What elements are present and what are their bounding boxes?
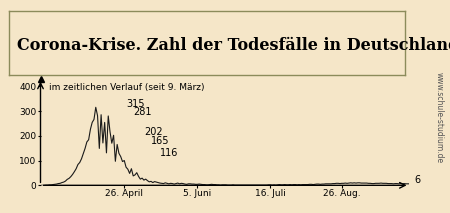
Text: 281: 281 — [133, 107, 152, 117]
Text: im zeitlichen Verlauf (seit 9. März): im zeitlichen Verlauf (seit 9. März) — [50, 82, 205, 92]
Text: 116: 116 — [160, 148, 178, 158]
Text: 165: 165 — [151, 136, 170, 146]
Text: 202: 202 — [144, 127, 162, 137]
Text: www.schule-studium.de: www.schule-studium.de — [434, 72, 443, 163]
Text: 315: 315 — [126, 99, 144, 109]
Text: 6: 6 — [415, 175, 421, 185]
Text: Corona-Krise. Zahl der Todesfälle in Deutschland: Corona-Krise. Zahl der Todesfälle in Deu… — [17, 37, 450, 54]
